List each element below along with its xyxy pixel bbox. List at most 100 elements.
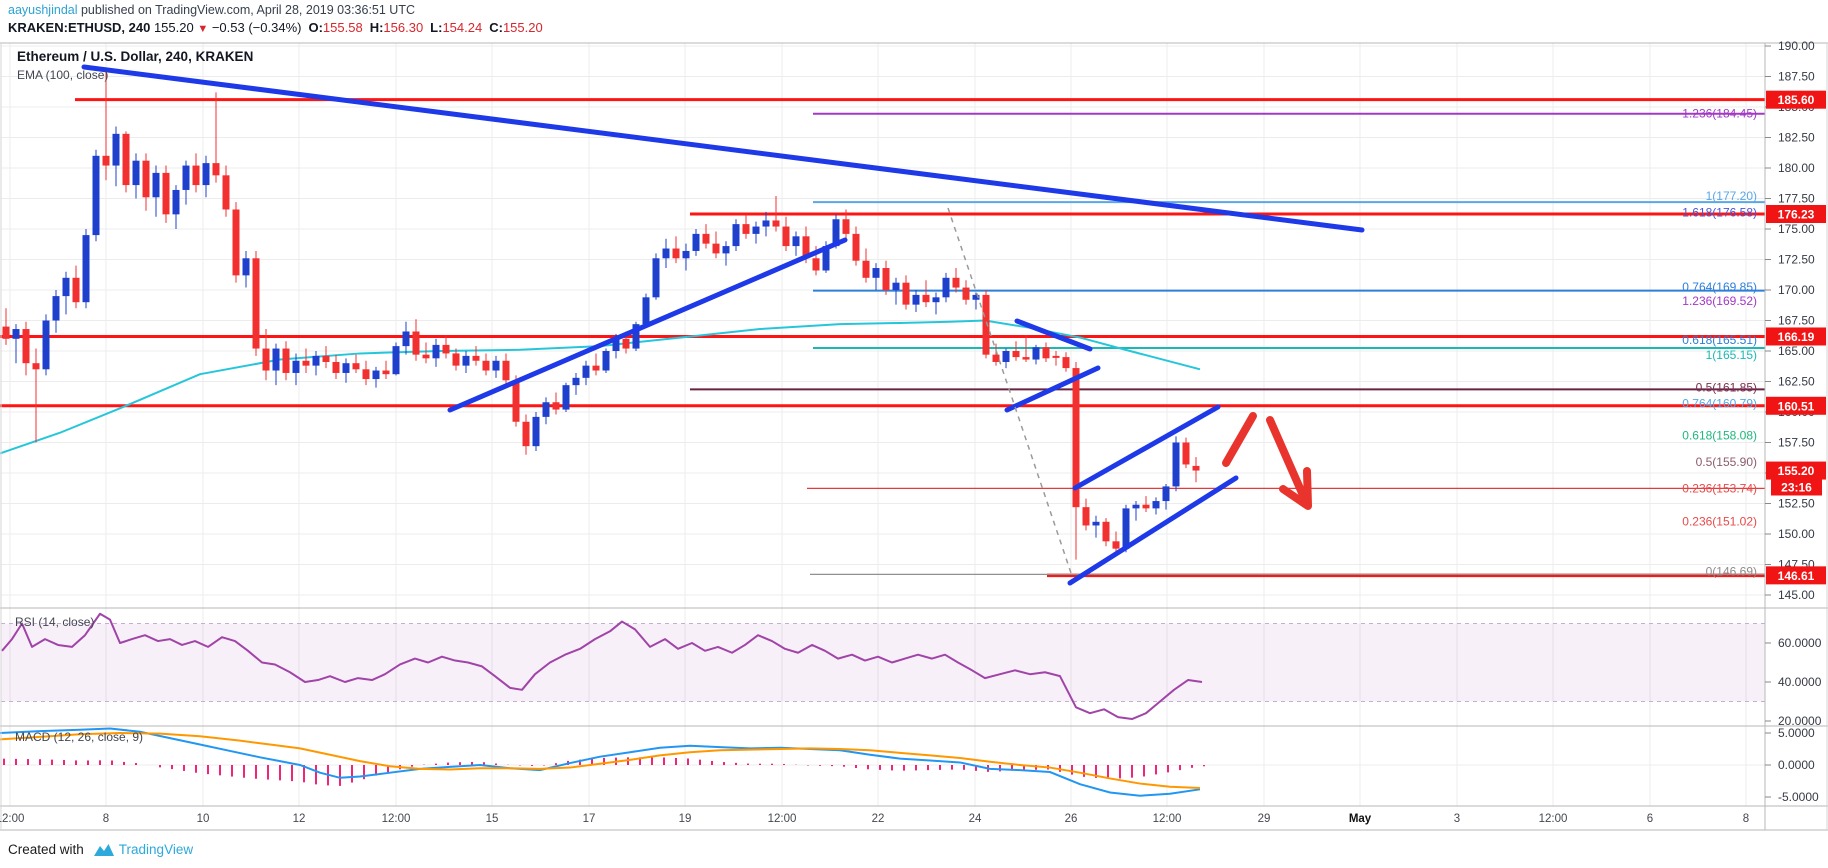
candle [362, 369, 370, 380]
svg-text:22: 22 [872, 813, 885, 825]
candle [852, 233, 860, 261]
candle [42, 320, 50, 370]
svg-text:162.50: 162.50 [1778, 375, 1815, 389]
candle [1102, 521, 1110, 542]
candle [642, 297, 650, 325]
candle [562, 385, 570, 410]
svg-text:187.50: 187.50 [1778, 70, 1815, 84]
candle [992, 354, 1000, 362]
candle [1112, 541, 1120, 549]
trendline[interactable] [81, 64, 1365, 233]
svg-text:170.00: 170.00 [1778, 283, 1815, 297]
tradingview-brand-link[interactable]: TradingView [118, 842, 194, 857]
candle [972, 294, 980, 300]
candle [932, 297, 940, 303]
price-badge [1766, 204, 1826, 223]
svg-text:160.51: 160.51 [1778, 399, 1815, 413]
svg-text:190.00: 190.00 [1778, 39, 1815, 53]
candle [532, 416, 540, 447]
svg-text:12: 12 [293, 813, 306, 825]
fib-label: 0(146.69) [1706, 564, 1757, 578]
candle [692, 233, 700, 251]
svg-text:155.20: 155.20 [1778, 464, 1815, 478]
candle [152, 172, 160, 198]
candle [722, 246, 730, 254]
candle [492, 360, 500, 371]
svg-text:180.00: 180.00 [1778, 161, 1815, 175]
candle [212, 163, 220, 176]
candle [672, 248, 680, 259]
candle [592, 365, 600, 371]
trendline[interactable] [1014, 318, 1093, 352]
trendline[interactable] [1067, 475, 1239, 586]
trendline[interactable] [1004, 365, 1101, 413]
chart-title: Ethereum / U.S. Dollar, 240, KRAKEN [17, 49, 254, 64]
svg-text:167.50: 167.50 [1778, 314, 1815, 328]
candle [1092, 521, 1100, 526]
candle [312, 355, 320, 366]
candle [1162, 486, 1170, 502]
drawings-layer [81, 64, 1365, 586]
candle [142, 160, 150, 198]
candle [1192, 465, 1200, 471]
candle [332, 361, 340, 373]
candle [322, 355, 330, 362]
svg-text:0.0000: 0.0000 [1778, 758, 1815, 772]
candle [1182, 442, 1190, 465]
candle [1012, 351, 1020, 358]
ema-line [0, 319, 1201, 455]
candle [472, 355, 480, 361]
candle [582, 365, 590, 378]
candle [1062, 357, 1070, 369]
open-label: O: [308, 20, 323, 35]
frame-layer [0, 42, 1828, 831]
svg-text:152.50: 152.50 [1778, 497, 1815, 511]
candle [1002, 351, 1010, 362]
candle [812, 258, 820, 271]
candle [242, 258, 250, 276]
candle [172, 189, 180, 215]
red-arrow-shaft [1266, 416, 1310, 506]
fib-label: 0.5(161.85) [1696, 380, 1757, 394]
candle [232, 209, 240, 276]
candle [612, 338, 620, 351]
time-axis: 12:00 8 10 12 12:00 15 17 19 12:00 22 24 26 12:00 29 M… [0, 813, 1749, 825]
fib-label: 1.236(184.45) [1682, 107, 1757, 121]
fib-label: 0.764(169.85) [1682, 280, 1757, 294]
candle [192, 165, 200, 186]
high-value: 156.30 [383, 20, 424, 35]
candle [422, 354, 430, 359]
svg-text:12:00: 12:00 [0, 813, 24, 825]
candle [402, 331, 410, 347]
candle [512, 380, 520, 422]
trendline[interactable] [1072, 404, 1221, 491]
svg-text:3: 3 [1454, 813, 1460, 825]
price-badge [1766, 396, 1826, 415]
candle [662, 248, 670, 259]
candle [542, 402, 550, 417]
svg-text:12:00: 12:00 [768, 813, 797, 825]
fib-label: 0.764(160.79) [1682, 396, 1757, 410]
candle [682, 250, 690, 259]
footer: Created with TradingView [8, 842, 193, 857]
svg-text:8: 8 [1743, 813, 1749, 825]
macd-signal-line [0, 731, 1201, 790]
candle [882, 268, 890, 290]
author-link[interactable]: aayushjindal [8, 3, 78, 17]
fib-connector-dashed [947, 207, 1072, 574]
candle [1152, 501, 1160, 509]
candle [72, 277, 80, 303]
tradingview-logo-icon[interactable] [93, 842, 115, 857]
svg-text:May: May [1349, 813, 1372, 825]
fib-label: 0.5(155.90) [1696, 455, 1757, 469]
candle [112, 133, 120, 166]
published-text: published on TradingView.com, April 28, … [77, 3, 415, 17]
candle [282, 348, 290, 373]
candle [102, 155, 110, 166]
candle [412, 331, 420, 355]
svg-text:146.61: 146.61 [1778, 569, 1815, 583]
candle [222, 175, 230, 210]
candle [872, 268, 880, 278]
trendline[interactable] [447, 237, 848, 413]
